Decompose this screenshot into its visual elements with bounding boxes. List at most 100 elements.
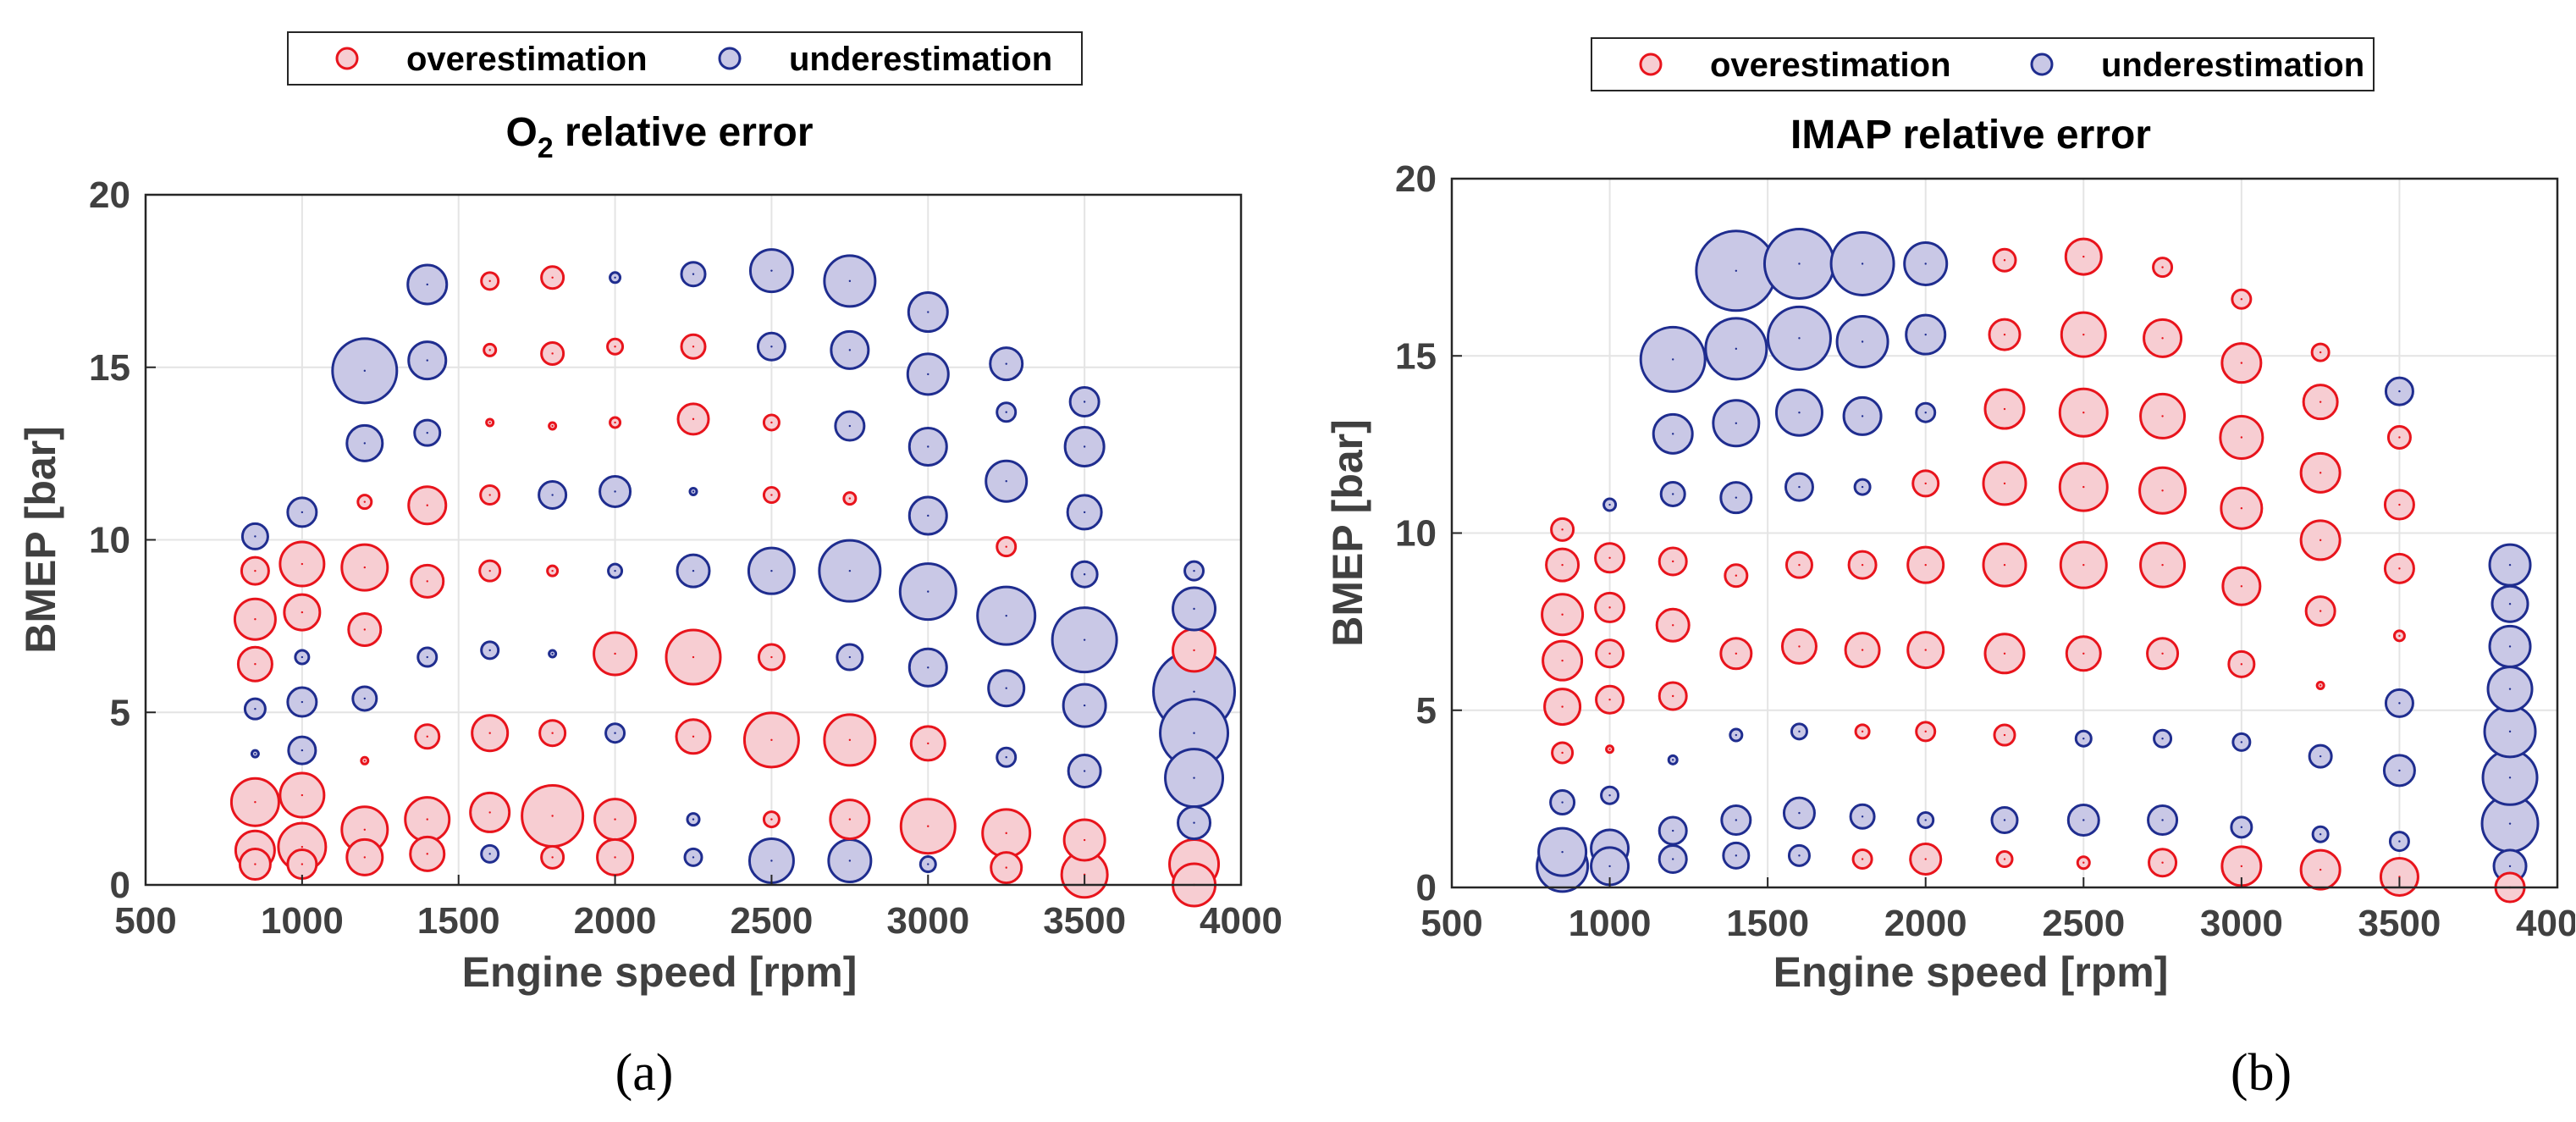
point-center-b-1400-15.2 — [1735, 347, 1738, 351]
point-center-b-3250-7.8 — [2319, 610, 2322, 612]
point-center-b-2250-9.1 — [2003, 563, 2006, 567]
point-center-b-850-1 — [1561, 850, 1564, 854]
ytick-label-a-5: 5 — [110, 692, 130, 733]
point-center-a-2500-17.8 — [770, 269, 773, 272]
point-center-b-1600-4.4 — [1798, 730, 1801, 733]
point-center-a-2500-6.6 — [770, 655, 773, 659]
point-center-a-2500-0.7 — [770, 859, 773, 862]
point-center-b-2000-1.9 — [1924, 819, 1927, 821]
point-center-a-1600-0.9 — [488, 853, 491, 855]
point-center-b-2500-1.9 — [2082, 819, 2085, 821]
point-center-b-850-2.4 — [1561, 801, 1564, 804]
point-center-b-2000-11.4 — [1924, 482, 1927, 485]
title-b: IMAP relative error — [1790, 113, 2151, 158]
point-center-a-3000-1.7 — [927, 825, 929, 827]
point-center-b-1600-15.5 — [1798, 337, 1801, 340]
point-center-a-1000-10.8 — [301, 511, 304, 514]
point-center-a-2500-13.4 — [770, 421, 773, 424]
point-center-a-1400-8.8 — [426, 580, 428, 583]
point-center-b-2250-17.7 — [2003, 259, 2006, 262]
point-center-b-2250-0.8 — [2003, 858, 2006, 860]
point-center-a-3500-9 — [1083, 573, 1086, 576]
point-center-b-1200-9.2 — [1672, 560, 1674, 563]
point-center-a-3000-6.3 — [927, 666, 929, 669]
point-center-b-1400-11 — [1735, 496, 1738, 499]
point-center-a-3000-14.8 — [927, 373, 929, 376]
ytick-label-b-10: 10 — [1395, 513, 1437, 555]
point-center-a-1200-12.8 — [363, 442, 366, 445]
point-center-b-1800-4.4 — [1861, 730, 1864, 733]
point-center-a-1800-11.3 — [551, 494, 554, 496]
point-center-b-3500-12.7 — [2398, 436, 2401, 439]
point-center-a-3000-4.1 — [927, 742, 929, 745]
point-center-b-3000-12.7 — [2240, 436, 2243, 439]
xtick-label-a-3500: 3500 — [1043, 900, 1126, 942]
ytick-label-b-20: 20 — [1395, 158, 1437, 200]
point-center-a-1600-13.4 — [488, 421, 491, 424]
point-center-a-3500-10.8 — [1083, 511, 1086, 514]
point-center-b-2250-11.4 — [2003, 482, 2006, 485]
point-center-a-2500-9.1 — [770, 569, 773, 572]
point-center-a-2500-1.9 — [770, 818, 773, 821]
point-center-b-3850-5.6 — [2508, 688, 2512, 690]
point-center-a-3250-1.5 — [1005, 832, 1007, 835]
point-center-b-3850-4.4 — [2508, 730, 2512, 733]
point-center-a-1800-4.4 — [551, 732, 554, 734]
point-center-a-3250-7.8 — [1005, 614, 1007, 617]
point-center-b-3500-5.2 — [2398, 702, 2401, 705]
point-center-b-1600-17.6 — [1798, 263, 1801, 265]
point-center-a-1600-6.8 — [488, 649, 491, 652]
point-center-a-3000-10.7 — [927, 514, 929, 517]
xlabel-b: Engine speed [rpm] — [1773, 948, 2169, 996]
point-center-a-1200-9.2 — [363, 566, 366, 569]
caption-a: (a) — [615, 1044, 674, 1102]
point-center-b-1000-7.9 — [1608, 606, 1611, 609]
point-center-a-3250-15.1 — [1005, 362, 1007, 365]
point-center-b-3500-3.3 — [2398, 769, 2401, 772]
point-center-a-2500-11.3 — [770, 494, 773, 496]
panel-b: 500 1000 1500 2000 2500 3000 3500 4000 0 5 10 15 20 E… — [1288, 0, 2575, 1122]
point-center-b-1800-9.1 — [1861, 563, 1864, 567]
point-center-b-3500-9 — [2398, 567, 2401, 570]
xtick-label-a-2500: 2500 — [730, 900, 813, 942]
xtick-label-b-1000: 1000 — [1569, 903, 1652, 944]
legend-under-label-a: underestimation — [789, 41, 1052, 78]
point-center-b-2500-0.7 — [2082, 861, 2085, 864]
point-center-b-3850-6.8 — [2508, 645, 2512, 648]
point-center-b-3000-14.8 — [2240, 362, 2243, 364]
point-center-b-1000-0.6 — [1608, 865, 1611, 868]
point-center-a-3000-16.6 — [927, 311, 929, 313]
point-center-b-3000-8.5 — [2240, 585, 2243, 588]
point-center-b-1600-0.9 — [1798, 854, 1801, 857]
point-center-a-2750-13.3 — [848, 424, 852, 428]
point-center-a-3250-3.7 — [1005, 756, 1007, 759]
point-center-b-1200-14.9 — [1672, 358, 1674, 361]
point-center-a-3850-4.4 — [1193, 732, 1195, 734]
point-center-b-2250-4.3 — [2003, 733, 2006, 737]
point-center-b-2750-15.5 — [2161, 337, 2164, 340]
point-center-a-1000-5.3 — [301, 700, 304, 704]
point-center-b-2250-1.9 — [2003, 819, 2006, 821]
point-center-b-3250-5.7 — [2319, 684, 2322, 687]
xtick-label-a-4000: 4000 — [1200, 900, 1282, 942]
point-center-a-2000-15.6 — [614, 345, 616, 348]
point-center-b-3250-13.7 — [2319, 401, 2322, 403]
point-center-b-1400-6.6 — [1735, 652, 1738, 655]
point-center-a-850-5.1 — [254, 707, 256, 710]
point-center-a-1400-6.6 — [426, 655, 428, 659]
point-center-a-3850-1.8 — [1193, 821, 1195, 824]
point-center-a-3850-6.8 — [1193, 649, 1195, 652]
point-center-a-850-6.4 — [254, 663, 256, 666]
point-center-a-3000-8.5 — [927, 590, 929, 593]
point-center-a-2000-1.9 — [614, 818, 616, 821]
point-center-a-1800-0.8 — [551, 856, 554, 859]
point-center-b-1200-7.4 — [1672, 624, 1674, 627]
ytick-label-b-5: 5 — [1416, 690, 1437, 732]
point-center-b-2750-4.2 — [2161, 738, 2164, 740]
point-center-a-1800-15.4 — [551, 352, 554, 355]
point-center-b-3000-10.7 — [2240, 507, 2243, 510]
point-center-b-1600-2.1 — [1798, 811, 1801, 815]
point-center-b-1800-2 — [1861, 815, 1864, 818]
point-center-a-2750-6.6 — [848, 655, 852, 659]
legend-box-a — [287, 31, 1083, 86]
